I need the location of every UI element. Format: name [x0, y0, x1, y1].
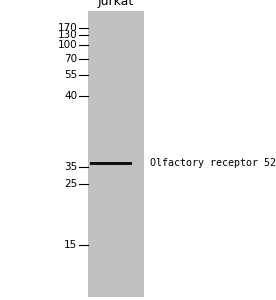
Text: 130: 130 — [57, 30, 77, 40]
Text: 100: 100 — [58, 40, 77, 50]
Text: 170: 170 — [57, 22, 77, 33]
Text: 25: 25 — [64, 178, 77, 189]
Text: 55: 55 — [64, 70, 77, 80]
Text: 35: 35 — [64, 161, 77, 172]
Text: 40: 40 — [64, 91, 77, 101]
Text: Jurkat: Jurkat — [98, 0, 134, 8]
Text: 15: 15 — [64, 240, 77, 250]
Text: 70: 70 — [64, 54, 77, 64]
Text: Olfactory receptor 52E2: Olfactory receptor 52E2 — [150, 158, 276, 169]
Bar — [88, 11, 144, 297]
Bar — [90, 161, 132, 165]
